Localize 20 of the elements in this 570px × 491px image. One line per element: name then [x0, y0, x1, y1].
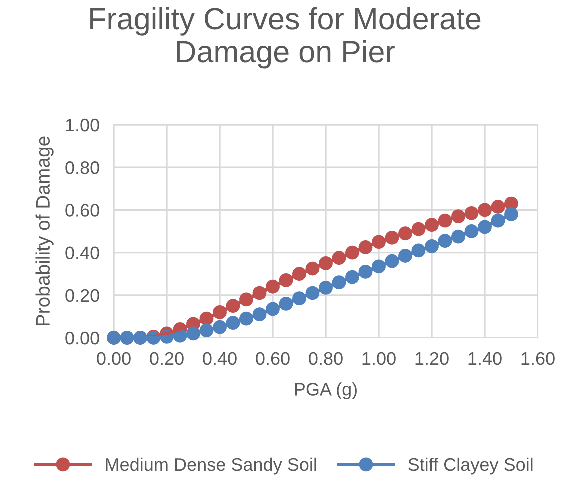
- x-tick-label: 1.20: [416, 352, 449, 366]
- x-tick-label: 0.00: [97, 352, 131, 366]
- y-tick-label: 1.00: [66, 118, 100, 132]
- y-axis-title: Probability of Damage: [36, 136, 54, 326]
- y-tick-label: 0.40: [66, 246, 100, 260]
- y-tick-label: 0.20: [66, 289, 100, 302]
- x-tick-label: 1.00: [362, 352, 396, 366]
- x-tick-label: 1.60: [522, 352, 555, 366]
- legend-label: Stiff Clayey Soil: [408, 458, 533, 475]
- x-tick-label: 1.40: [468, 352, 502, 366]
- y-tick-label: 0.00: [66, 332, 100, 345]
- y-tick-label: 0.80: [66, 162, 100, 174]
- legend-label: Medium Dense Sandy Soil: [106, 458, 316, 475]
- x-axis-title: PGA (g): [295, 382, 357, 400]
- x-tick-label: 0.80: [309, 352, 343, 366]
- x-tick-label: 0.60: [256, 352, 290, 366]
- x-tick-label: 0.40: [203, 352, 237, 366]
- chart-title: Fragility Curves for Moderate Damage on Pier: [90, 7, 481, 69]
- y-tick-label: 0.60: [66, 204, 100, 217]
- x-tick-label: 0.20: [150, 352, 184, 366]
